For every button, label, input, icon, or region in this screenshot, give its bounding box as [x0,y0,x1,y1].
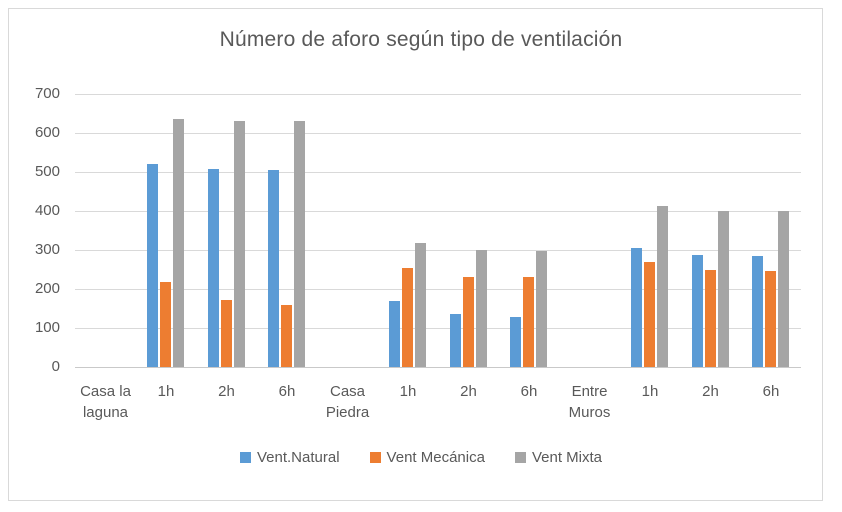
y-axis-tick-label: 600 [34,124,60,141]
bar-vent-mixta-3 [294,121,306,367]
legend-item: Vent.Natural [239,449,340,466]
bar-vent-mec-nica-11 [765,270,777,367]
bar-vent-mixta-11 [778,211,790,367]
legend-label: Vent Mecánica [386,449,485,466]
x-axis-line [75,367,801,368]
bar-vent-mec-nica-1 [160,281,172,367]
x-axis-category-label: 6h [278,383,296,400]
bar-vent-mec-nica-10 [704,269,716,367]
gridline [75,250,801,251]
bar-vent-natural-2 [207,168,219,367]
gridline [75,133,801,134]
bar-vent-natural-10 [691,254,703,367]
bar-vent-mixta-5 [415,242,427,367]
bar-vent-natural-11 [752,255,764,367]
y-axis-tick-label: 200 [34,280,60,297]
plot-area [75,94,801,368]
y-axis-tick-label: 500 [34,163,60,180]
chart-border [8,8,823,501]
bar-vent-mixta-7 [536,250,548,367]
bar-vent-mixta-1 [173,118,185,367]
legend-swatch [514,452,526,463]
x-axis-category-label: Casa Piedra [325,383,370,421]
x-axis-category-label: 1h [157,383,175,400]
y-axis-tick-label: 700 [34,85,60,102]
bar-vent-natural-5 [389,300,401,367]
bar-vent-natural-7 [510,317,522,367]
bar-vent-natural-1 [147,164,159,367]
x-axis-category-label: 1h [399,383,417,400]
x-axis-category-label: Casa la laguna [80,383,131,421]
legend-swatch [369,452,381,463]
x-axis-category-label: 2h [460,383,477,400]
x-axis-category-label: 1h [641,383,659,400]
bar-vent-mec-nica-7 [523,277,535,367]
gridline [75,94,801,95]
chart-title: Número de aforo según tipo de ventilació… [219,28,623,51]
legend-label: Vent.Natural [256,449,340,466]
legend-swatch [239,452,251,463]
bar-vent-mec-nica-9 [644,261,656,367]
bar-vent-mixta-9 [657,206,669,367]
bar-vent-mec-nica-5 [402,267,414,367]
gridline [75,289,801,290]
x-axis-category-label: 2h [218,383,235,400]
x-axis-category-label: 6h [762,383,780,400]
y-axis-tick-label: 400 [34,202,60,219]
bar-vent-natural-3 [268,170,280,367]
legend-item: Vent Mixta [514,449,602,466]
y-axis-tick-label: 300 [34,241,60,258]
gridline [75,328,801,329]
gridline [75,211,801,212]
bar-vent-mixta-10 [717,210,729,367]
bar-vent-mec-nica-2 [220,299,232,367]
x-axis-category-label: 2h [702,383,719,400]
x-axis-category-label: 6h [520,383,538,400]
gridline [75,172,801,173]
y-axis-tick-label: 100 [34,319,60,336]
bar-vent-mec-nica-3 [281,305,293,367]
legend: Vent.Natural Vent Mecánica Vent Mixta [0,449,842,466]
bar-vent-mixta-2 [233,121,245,367]
y-axis-tick-label: 0 [51,358,60,375]
bar-vent-natural-6 [449,313,461,367]
legend-label: Vent Mixta [531,449,602,466]
bar-vent-mec-nica-6 [462,276,474,367]
x-axis-category-label: Entre Muros [568,383,611,421]
bar-vent-mixta-6 [475,250,487,367]
legend-item: Vent Mecánica [369,449,485,466]
bar-vent-natural-9 [631,248,643,367]
